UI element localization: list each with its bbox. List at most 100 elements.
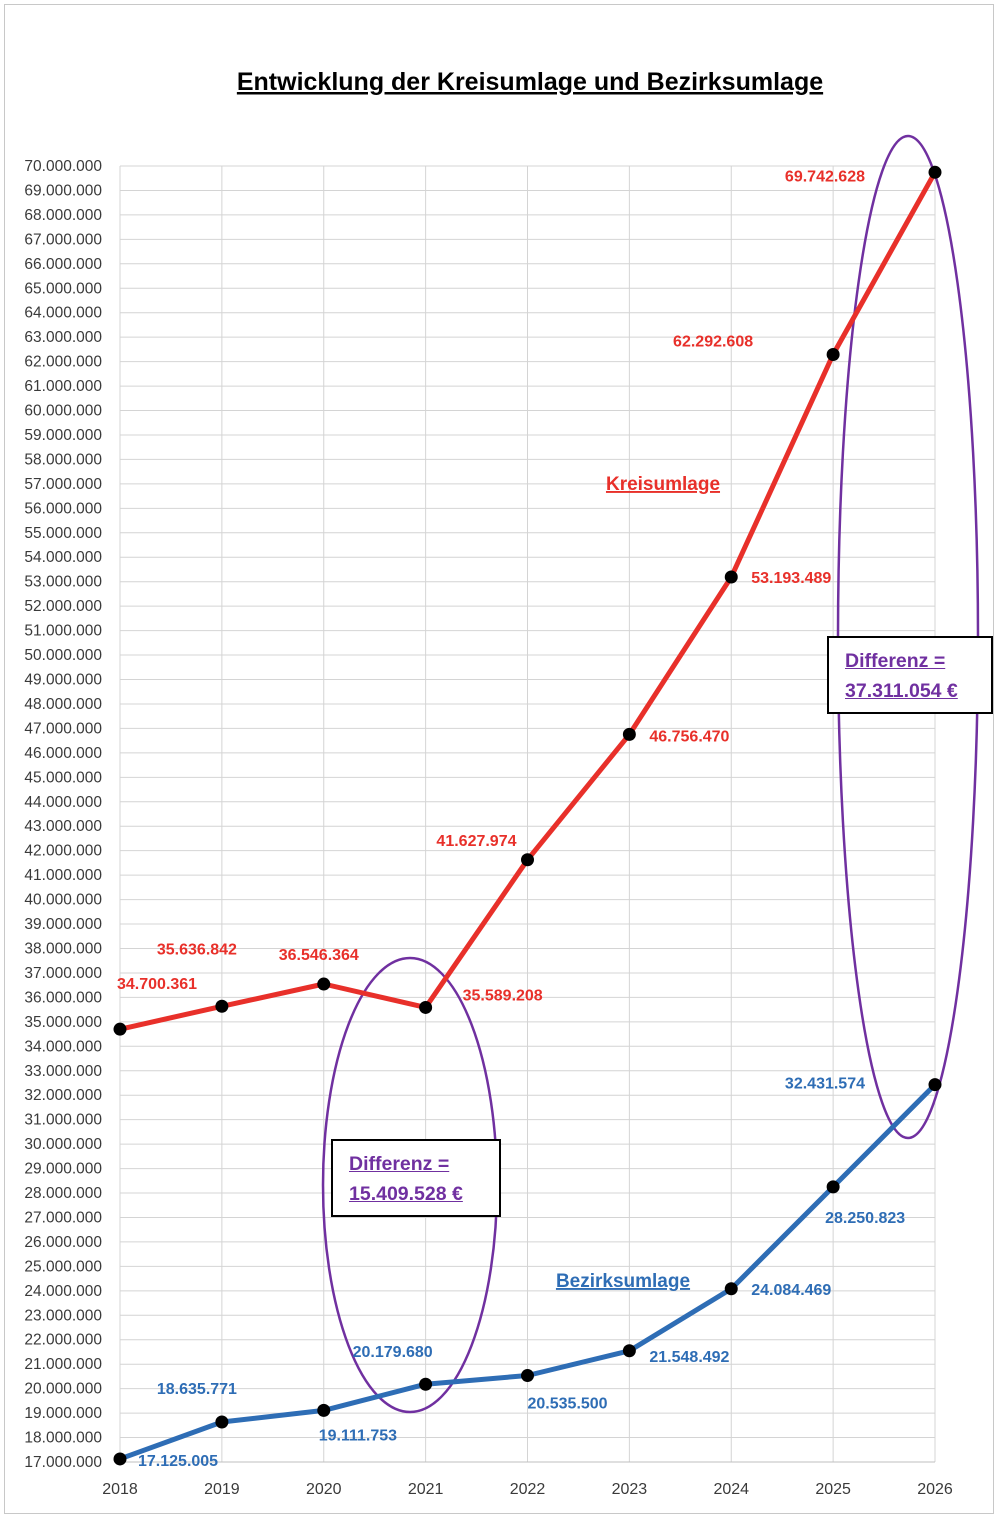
y-tick-label: 47.000.000: [24, 720, 102, 737]
data-label: 34.700.361: [117, 976, 197, 993]
y-tick-label: 27.000.000: [24, 1209, 102, 1226]
y-tick-label: 37.000.000: [24, 965, 102, 982]
data-point: [826, 1180, 840, 1194]
y-tick-label: 18.000.000: [24, 1430, 102, 1447]
data-label: 19.111.753: [319, 1427, 397, 1444]
y-tick-label: 48.000.000: [24, 696, 102, 713]
x-tick-label: 2025: [815, 1481, 851, 1498]
data-labels: 34.700.361 35.636.842 36.546.364 35.589.208…: [117, 168, 905, 1470]
data-point: [521, 853, 534, 867]
y-tick-label: 70.000.000: [24, 158, 102, 175]
y-tick-label: 53.000.000: [24, 574, 102, 591]
x-tick-label: 2020: [306, 1481, 342, 1498]
data-label: 35.589.208: [463, 987, 543, 1004]
y-tick-label: 30.000.000: [24, 1136, 102, 1153]
series-label-kreisumlage: Kreisumlage: [606, 474, 720, 495]
y-tick-label: 59.000.000: [24, 427, 102, 444]
y-tick-label: 33.000.000: [24, 1063, 102, 1080]
data-label: 62.292.608: [673, 333, 753, 350]
y-tick-label: 23.000.000: [24, 1307, 102, 1324]
y-tick-label: 61.000.000: [24, 378, 102, 395]
data-label: 17.125.005: [138, 1453, 218, 1470]
data-point: [113, 1022, 127, 1036]
y-tick-label: 50.000.000: [24, 647, 102, 664]
data-label: 24.084.469: [751, 1282, 831, 1299]
y-tick-label: 41.000.000: [24, 867, 102, 884]
y-tick-label: 20.000.000: [24, 1381, 102, 1398]
data-point: [928, 165, 942, 179]
y-tick-label: 32.000.000: [24, 1087, 102, 1104]
data-point: [622, 727, 636, 741]
y-tick-label: 44.000.000: [24, 794, 102, 811]
chart-title: Entwicklung der Kreisumlage und Bezirksu…: [237, 68, 823, 96]
data-label: 36.546.364: [279, 947, 359, 964]
y-tick-label: 39.000.000: [24, 916, 102, 933]
x-tick-label: 2018: [102, 1481, 138, 1498]
y-tick-label: 57.000.000: [24, 476, 102, 493]
data-label: 32.431.574: [785, 1076, 865, 1093]
y-tick-label: 31.000.000: [24, 1112, 102, 1129]
y-tick-label: 66.000.000: [24, 256, 102, 273]
y-tick-label: 17.000.000: [24, 1454, 102, 1471]
y-tick-label: 35.000.000: [24, 1014, 102, 1031]
difference-value: 37.311.054 €: [845, 680, 958, 702]
data-label: 18.635.771: [157, 1381, 237, 1398]
data-label: 28.250.823: [825, 1210, 905, 1227]
data-point: [622, 1344, 636, 1358]
data-label: 20.179.680: [353, 1344, 433, 1361]
y-tick-label: 40.000.000: [24, 892, 102, 909]
data-point: [724, 1282, 738, 1296]
x-tick-label: 2026: [917, 1481, 953, 1498]
y-tick-label: 25.000.000: [24, 1258, 102, 1275]
x-tick-label: 2019: [204, 1481, 240, 1498]
y-tick-label: 64.000.000: [24, 305, 102, 322]
difference-value: 15.409.528 €: [349, 1183, 463, 1205]
y-tick-label: 19.000.000: [24, 1405, 102, 1422]
data-point: [928, 1078, 942, 1092]
data-point: [419, 1377, 433, 1391]
chart-frame: [4, 4, 994, 1514]
data-point: [724, 570, 738, 584]
y-tick-label: 52.000.000: [24, 598, 102, 615]
data-point: [521, 1369, 534, 1383]
y-tick-label: 45.000.000: [24, 769, 102, 786]
y-tick-label: 34.000.000: [24, 1038, 102, 1055]
data-point: [113, 1452, 127, 1466]
x-tick-label: 2024: [713, 1481, 749, 1498]
data-point: [317, 977, 331, 991]
series-label-bezirksumlage: Bezirksumlage: [556, 1271, 690, 1292]
x-tick-label: 2022: [510, 1481, 546, 1498]
y-tick-label: 54.000.000: [24, 549, 102, 566]
data-points: [113, 165, 942, 1466]
y-tick-label: 56.000.000: [24, 500, 102, 517]
y-tick-label: 49.000.000: [24, 672, 102, 689]
y-tick-label: 51.000.000: [24, 623, 102, 640]
data-label: 41.627.974: [436, 833, 516, 850]
y-tick-label: 62.000.000: [24, 354, 102, 371]
y-tick-label: 28.000.000: [24, 1185, 102, 1202]
difference-box-2026: Differenz = 37.311.054 €: [827, 636, 993, 714]
y-tick-label: 26.000.000: [24, 1234, 102, 1251]
y-tick-label: 65.000.000: [24, 280, 102, 297]
y-tick-label: 68.000.000: [24, 207, 102, 224]
y-tick-label: 22.000.000: [24, 1332, 102, 1349]
y-tick-label: 69.000.000: [24, 182, 102, 199]
data-label: 46.756.470: [649, 728, 729, 745]
y-tick-label: 24.000.000: [24, 1283, 102, 1300]
y-tick-label: 42.000.000: [24, 843, 102, 860]
difference-label: Differenz =: [349, 1153, 450, 1175]
data-point: [826, 347, 840, 361]
data-point: [215, 999, 229, 1013]
y-tick-label: 67.000.000: [24, 231, 102, 248]
y-tick-label: 43.000.000: [24, 818, 102, 835]
x-tick-label: 2023: [612, 1481, 648, 1498]
grid: 17.000.000 18.000.000 19.000.000 20.000.000…: [24, 158, 952, 1498]
data-label: 20.535.500: [528, 1396, 608, 1413]
y-tick-label: 21.000.000: [24, 1356, 102, 1373]
y-tick-label: 58.000.000: [24, 451, 102, 468]
y-tick-label: 63.000.000: [24, 329, 102, 346]
data-label: 21.548.492: [649, 1349, 729, 1366]
x-tick-label: 2021: [408, 1481, 444, 1498]
difference-label: Differenz =: [845, 650, 946, 672]
data-label: 69.742.628: [785, 168, 865, 185]
